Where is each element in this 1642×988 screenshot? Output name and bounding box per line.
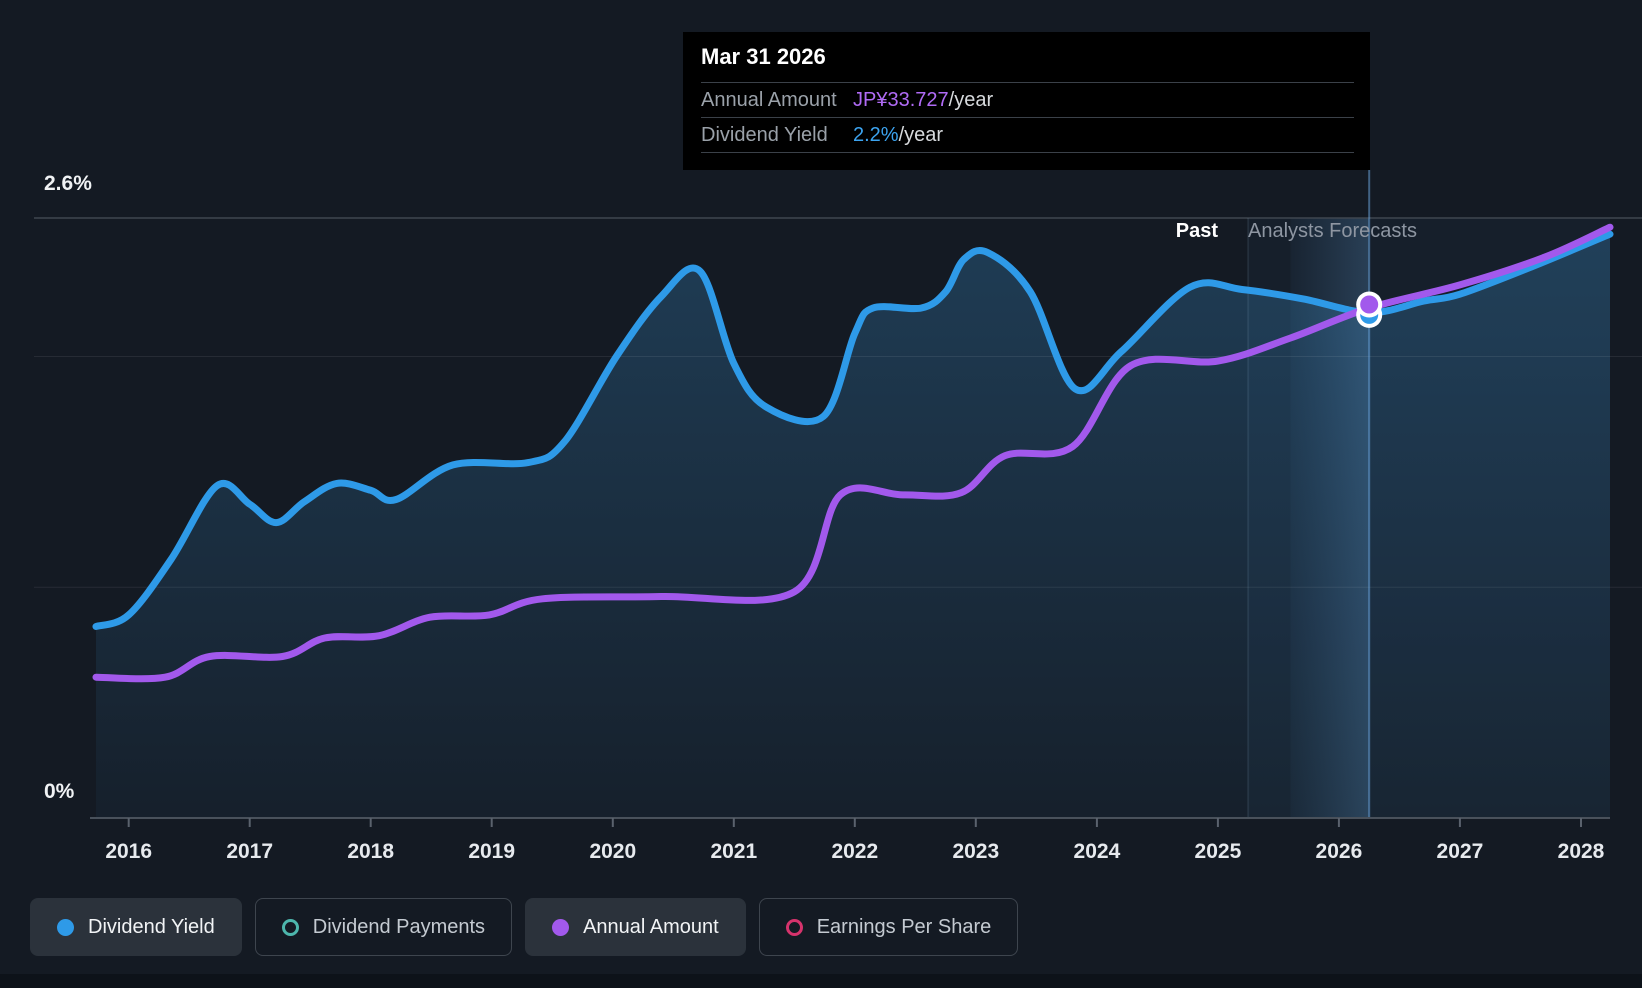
- tooltip-label: Annual Amount: [701, 88, 837, 111]
- tooltip-separator: [701, 152, 1354, 153]
- series-line-annual-amount: [92, 223, 1614, 683]
- tooltip-date: Mar 31 2026: [701, 44, 826, 69]
- tooltip-label: Dividend Yield: [701, 123, 828, 146]
- earnings-per-share-ring-icon: [785, 918, 803, 936]
- tooltip-value-dividend-yield: 2.2%: [853, 123, 899, 146]
- tooltip-separator: [701, 82, 1354, 83]
- dividend-yield-dot-icon: [57, 918, 74, 936]
- x-axis-tick-label: 2028: [1558, 840, 1605, 863]
- dividend-yield-area-fill: [96, 234, 1610, 818]
- marker-annual-amount[interactable]: [1360, 295, 1379, 314]
- tooltip-value-annual-amount: JP¥33.727: [853, 88, 949, 111]
- dividend-payments-ring-icon: [281, 918, 299, 936]
- x-axis-tick-label: 2019: [468, 840, 515, 863]
- legend-label: Dividend Yield: [88, 915, 215, 938]
- hover-highlight-band: [1290, 218, 1370, 818]
- bottom-edge-strip: [0, 974, 1642, 988]
- x-axis-tick-label: 2026: [1316, 840, 1363, 863]
- x-axis-tick-label: 2021: [710, 840, 757, 863]
- legend-label: Earnings Per Share: [816, 915, 992, 938]
- x-axis-tick-label: 2023: [952, 840, 999, 863]
- tooltip-row-dividend-yield: Dividend Yield 2.2% /year: [683, 118, 1370, 152]
- series-line-dividend-yield: [92, 230, 1614, 630]
- legend-label: Dividend Payments: [312, 915, 486, 938]
- x-axis-tick-label: 2017: [226, 840, 273, 863]
- x-axis-tick-label: 2020: [589, 840, 636, 863]
- x-axis-tick-label: 2022: [831, 840, 878, 863]
- tooltip-row-annual-amount: Annual Amount JP¥33.727 /year: [683, 83, 1370, 117]
- legend-label: Annual Amount: [583, 915, 719, 938]
- legend-toggle-dividend-yield[interactable]: Dividend Yield: [30, 898, 242, 956]
- x-axis-tick-label: 2018: [347, 840, 394, 863]
- legend-toggle-dividend-payments[interactable]: Dividend Payments: [254, 898, 513, 956]
- forecast-region-label: Analysts Forecasts: [1248, 220, 1417, 242]
- x-axis-tick-label: 2025: [1195, 840, 1242, 863]
- legend-toggle-earnings-per-share[interactable]: Earnings Per Share: [758, 898, 1019, 956]
- x-axis-tick-label: 2024: [1074, 840, 1121, 863]
- x-axis-tick-label: 2027: [1437, 840, 1484, 863]
- legend-toggle-annual-amount[interactable]: Annual Amount: [525, 898, 746, 956]
- tooltip-value-suffix: /year: [898, 123, 944, 146]
- x-axis-tick-label: 2016: [105, 840, 152, 863]
- y-axis-label-zero: 0%: [44, 780, 75, 803]
- chart-tooltip: Mar 31 2026 Annual Amount JP¥33.727 /yea…: [683, 32, 1370, 170]
- chart-legend: Dividend Yield Dividend Payments Annual …: [30, 898, 1019, 956]
- annual-amount-dot-icon: [552, 918, 570, 936]
- tooltip-separator: [701, 117, 1354, 118]
- past-region-label: Past: [1175, 220, 1218, 242]
- y-axis-label-max: 2.6%: [44, 172, 92, 195]
- tooltip-value-suffix: /year: [948, 88, 994, 111]
